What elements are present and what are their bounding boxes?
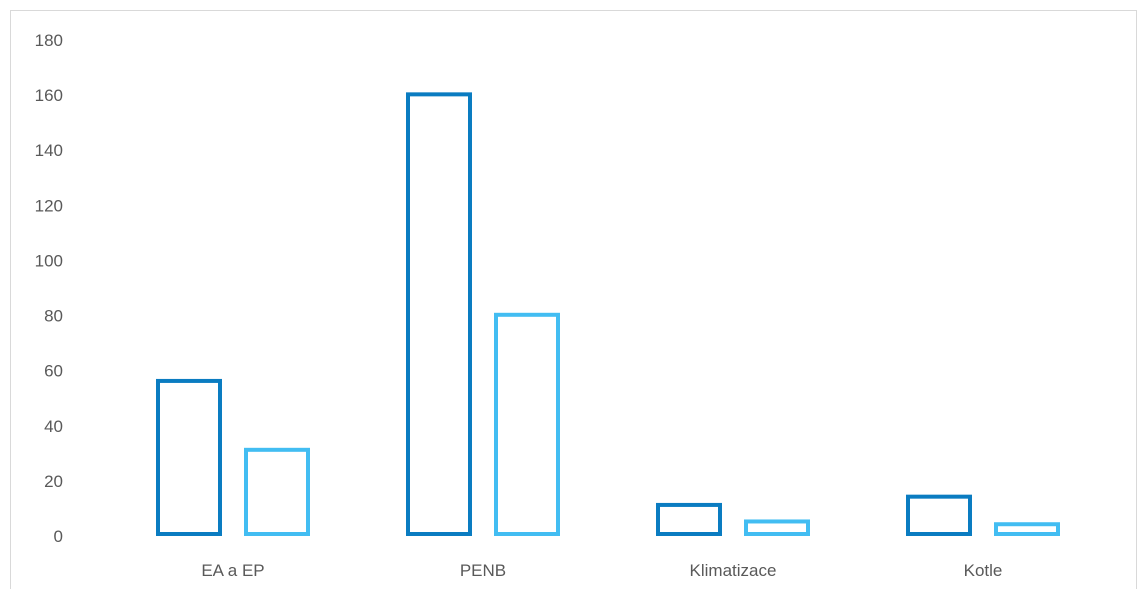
x-axis-tick-labels: EA a EP PENB Klimatizace Kotle [201,561,1002,580]
bar-series-1-kotle [906,494,972,536]
y-tick-label: 160 [35,86,63,105]
chart-frame-border [10,10,1137,589]
y-tick-label: 180 [35,31,63,50]
x-tick-label: Kotle [964,561,1003,580]
y-tick-label: 0 [54,527,63,546]
y-tick-label: 20 [44,472,63,491]
bar-series-2-ea-a-ep [244,447,310,537]
bar-series-1-ea-a-ep [156,378,222,536]
y-tick-label: 80 [44,307,63,326]
y-tick-label: 120 [35,196,63,215]
x-tick-label: PENB [460,561,506,580]
bar-series-2-kotle [994,522,1060,537]
x-tick-label: EA a EP [201,561,264,580]
y-tick-label: 100 [35,251,63,270]
bar-series-2-penb [494,312,560,536]
bar-series-1-penb [406,92,472,536]
bar-series-1-klimatizace [656,502,722,536]
chart-border [10,10,1137,589]
y-tick-label: 60 [44,362,63,381]
y-tick-label: 40 [44,417,63,436]
y-axis-tick-labels: 0 20 40 60 80 100 120 140 160 180 [35,31,63,546]
x-tick-label: Klimatizace [690,561,777,580]
bars [156,92,1060,537]
y-tick-label: 140 [35,141,63,160]
bar-series-2-klimatizace [744,519,810,537]
